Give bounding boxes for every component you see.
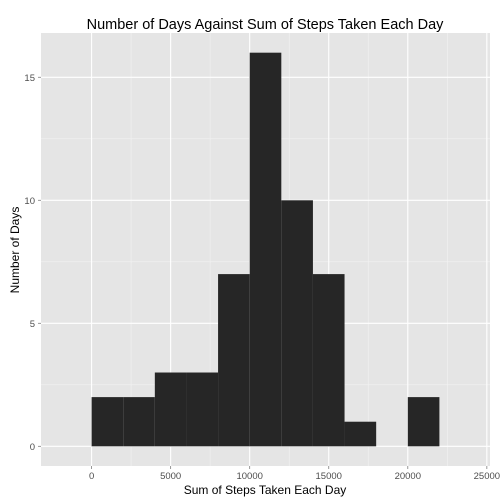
y-axis-ticks: 0 5 10 15	[24, 73, 41, 453]
y-tick-label: 10	[24, 196, 35, 207]
y-tick-label: 0	[30, 442, 35, 453]
y-tick-label: 5	[30, 319, 35, 330]
x-tick-label: 5000	[160, 471, 181, 482]
x-tick-label: 10000	[236, 471, 262, 482]
histogram-bar	[281, 200, 313, 447]
x-tick-label: 20000	[395, 471, 421, 482]
histogram-bar	[123, 397, 155, 447]
x-axis-label: Sum of Steps Taken Each Day	[184, 483, 347, 497]
y-tick-label: 15	[24, 73, 35, 84]
histogram-bar	[407, 397, 440, 447]
chart-title: Number of Days Against Sum of Steps Take…	[87, 17, 445, 33]
x-tick-label: 25000	[474, 471, 500, 482]
histogram-bar	[91, 397, 124, 447]
histogram-bar	[249, 52, 282, 447]
y-axis-label: Number of Days	[8, 207, 22, 294]
histogram-bar	[344, 421, 377, 447]
histogram-bar	[154, 372, 187, 447]
histogram-bars	[91, 52, 440, 447]
x-axis-ticks: 0 5000 10000 15000 20000 25000	[89, 466, 500, 482]
histogram-bar	[218, 274, 250, 447]
histogram-bar	[186, 372, 219, 447]
x-tick-label: 0	[89, 471, 94, 482]
x-tick-label: 15000	[316, 471, 342, 482]
histogram-bar	[312, 274, 345, 447]
